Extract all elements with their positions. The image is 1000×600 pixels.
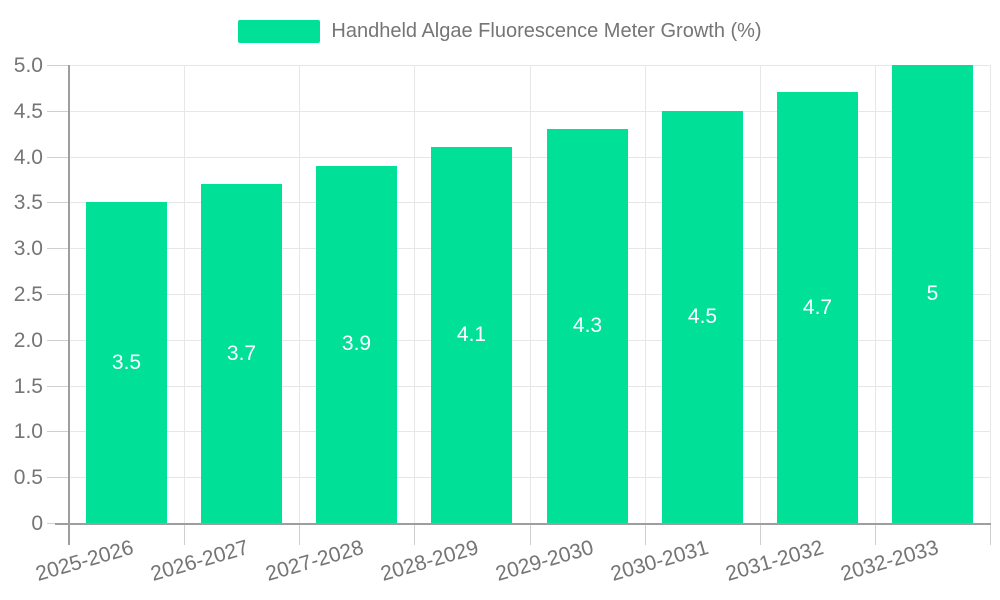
bar-2032-2033 [892, 65, 973, 523]
x-axis-label: 2031-2032 [722, 535, 826, 586]
bar-2027-2028 [316, 166, 397, 523]
bar-2026-2027 [201, 184, 282, 523]
x-axis-label: 2030-2031 [607, 535, 711, 586]
legend-label: Handheld Algae Fluorescence Meter Growth… [331, 20, 762, 42]
bar-value-label: 3.9 [341, 332, 372, 355]
y-axis-tick [47, 202, 69, 203]
y-axis-label: 2.5 [13, 283, 43, 306]
y-axis-label: 5.0 [13, 54, 43, 77]
gridline-horizontal [69, 248, 990, 249]
gridline-vertical [414, 65, 415, 523]
y-axis-tick [47, 340, 69, 341]
gridline-vertical [875, 65, 876, 523]
x-axis-line [55, 523, 991, 525]
bar-value-label: 4.3 [572, 314, 603, 337]
gridline-horizontal [69, 65, 990, 66]
y-axis-label: 3.5 [13, 191, 43, 214]
y-axis-tick [47, 248, 69, 249]
bar-2031-2032 [777, 92, 858, 523]
y-axis-tick [47, 157, 69, 158]
x-axis-label: 2027-2028 [262, 535, 366, 586]
bar-value-label: 3.5 [111, 351, 142, 374]
y-axis-label: 0 [31, 512, 43, 535]
y-axis-label: 1.5 [13, 375, 43, 398]
gridline-horizontal [69, 477, 990, 478]
y-axis-label: 1.0 [13, 420, 43, 443]
y-axis-tick [47, 111, 69, 112]
x-axis-label: 2032-2033 [837, 535, 941, 586]
bar-value-label: 3.7 [226, 342, 257, 365]
x-axis-tick [760, 525, 761, 545]
gridline-horizontal [69, 157, 990, 158]
x-axis-label: 2029-2030 [492, 535, 596, 586]
bar-value-label: 5 [926, 282, 939, 305]
gridline-horizontal [69, 431, 990, 432]
gridline-horizontal [69, 111, 990, 112]
gridline-vertical [990, 65, 991, 523]
bar-2030-2031 [662, 111, 743, 523]
y-axis-label: 2.0 [13, 329, 43, 352]
x-axis-tick [414, 525, 415, 545]
y-axis-label: 4.5 [13, 100, 43, 123]
gridline-horizontal [69, 340, 990, 341]
y-axis-tick [47, 431, 69, 432]
gridline-horizontal [69, 202, 990, 203]
gridline-horizontal [69, 294, 990, 295]
bar-value-label: 4.1 [456, 323, 487, 346]
y-axis-tick [47, 294, 69, 295]
x-axis-tick [299, 525, 300, 545]
y-axis-label: 4.0 [13, 146, 43, 169]
bar-2025-2026 [86, 202, 167, 523]
gridline-vertical [184, 65, 185, 523]
y-axis-tick [47, 477, 69, 478]
gridline-vertical [299, 65, 300, 523]
legend-swatch [238, 20, 321, 43]
x-axis-label: 2025-2026 [32, 535, 136, 586]
y-axis-tick [47, 386, 69, 387]
bar-2028-2029 [431, 147, 512, 523]
bar-value-label: 4.5 [687, 305, 718, 328]
y-axis-tick [47, 65, 69, 66]
bar-value-label: 4.7 [802, 296, 833, 319]
y-axis-line [68, 65, 70, 545]
x-axis-label: 2026-2027 [147, 535, 251, 586]
gridline-vertical [760, 65, 761, 523]
x-axis-tick [184, 525, 185, 545]
legend[interactable]: Handheld Algae Fluorescence Meter Growth… [0, 19, 1000, 44]
x-axis-tick [530, 525, 531, 545]
x-axis-label: 2028-2029 [377, 535, 481, 586]
y-axis-label: 0.5 [13, 466, 43, 489]
y-axis-label: 3.0 [13, 237, 43, 260]
x-axis-tick [875, 525, 876, 545]
gridline-vertical [530, 65, 531, 523]
gridline-vertical [645, 65, 646, 523]
gridline-horizontal [69, 386, 990, 387]
x-axis-tick [990, 525, 991, 545]
x-axis-tick [645, 525, 646, 545]
bar-2029-2030 [547, 129, 628, 523]
